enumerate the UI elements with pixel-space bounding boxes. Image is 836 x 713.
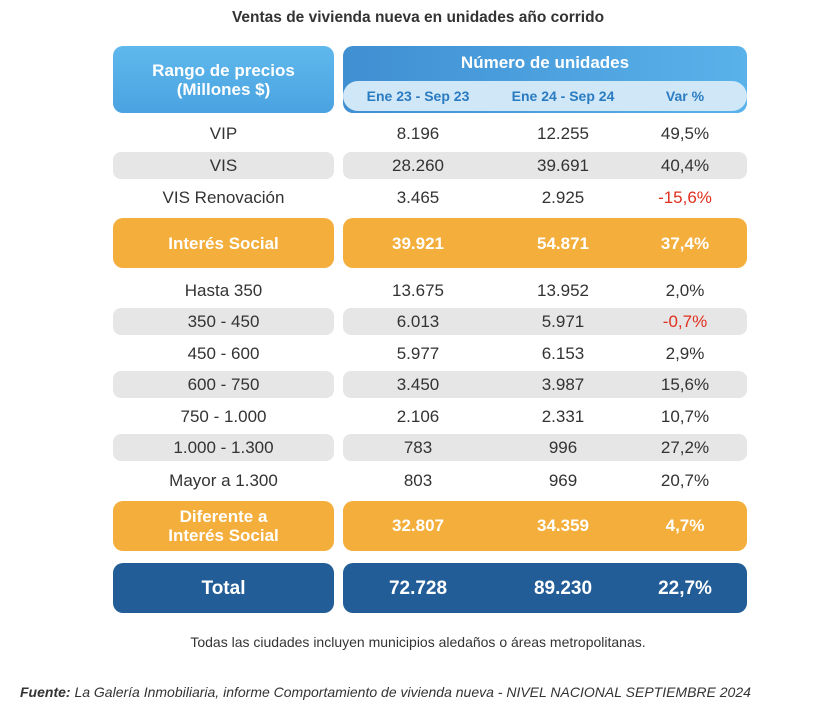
table-cell-var: 40,4% bbox=[660, 156, 710, 175]
diferente-var: 4,7% bbox=[665, 516, 705, 535]
units-header-title: Número de unidades bbox=[460, 53, 630, 72]
interes-social-var: 37,4% bbox=[660, 234, 710, 253]
price-range-header: Rango de precios (Millones $) bbox=[113, 46, 334, 113]
table-row-label: VIP bbox=[209, 124, 238, 143]
table-cell-var: 2,0% bbox=[665, 281, 705, 300]
diferente-label-line2: Interés Social bbox=[168, 526, 279, 545]
price-range-header-line1: Rango de precios bbox=[152, 60, 295, 80]
row-stripe-left bbox=[113, 152, 334, 179]
table-cell-2023: 5.977 bbox=[396, 344, 440, 363]
table-cell-var: 20,7% bbox=[660, 471, 710, 490]
table-cell-2023: 3.450 bbox=[396, 375, 440, 394]
interes-social-band-right bbox=[343, 218, 747, 268]
table-cell-2023: 13.675 bbox=[392, 281, 444, 300]
total-2024: 89.230 bbox=[533, 578, 593, 599]
table-cell-2023: 783 bbox=[403, 438, 433, 457]
footnote: Todas las ciudades incluyen municipios a… bbox=[190, 634, 646, 650]
table-cell-var: 10,7% bbox=[660, 407, 710, 426]
total-band-right bbox=[343, 563, 747, 613]
table-cell-var: 27,2% bbox=[660, 438, 710, 457]
row-stripe-left bbox=[113, 434, 334, 461]
table-cell-2024: 969 bbox=[548, 471, 578, 490]
table-cell-2024: 39.691 bbox=[537, 156, 589, 175]
table-cell-2024: 2.925 bbox=[541, 188, 585, 207]
chart-title: Ventas de vivienda nueva en unidades año… bbox=[231, 9, 605, 26]
column-header-2023: Ene 23 - Sep 23 bbox=[366, 88, 470, 104]
diferente-band-left bbox=[113, 501, 334, 551]
interes-social-2024: 54.871 bbox=[537, 234, 589, 253]
table-cell-var-negative: -15,6% bbox=[658, 188, 712, 207]
table-cell-2023: 28.260 bbox=[392, 156, 444, 175]
source-line: Fuente: La Galería Inmobiliaria, informe… bbox=[20, 684, 751, 700]
diferente-label-line1: Diferente a bbox=[179, 507, 268, 526]
table-cell-2024: 6.153 bbox=[541, 344, 585, 363]
diferente-label: Diferente a Interés Social bbox=[113, 507, 334, 545]
row-stripe-right bbox=[343, 434, 747, 461]
total-band-left bbox=[113, 563, 334, 613]
total-2023: 72.728 bbox=[388, 578, 448, 599]
interes-social-2023: 39.921 bbox=[392, 234, 444, 253]
table-cell-2023: 3.465 bbox=[396, 188, 440, 207]
table-cell-2024: 5.971 bbox=[541, 312, 585, 331]
interes-social-label: Interés Social bbox=[168, 234, 279, 253]
table-cell-2023: 8.196 bbox=[396, 124, 440, 143]
table-cell-var: 2,9% bbox=[665, 344, 705, 363]
table-cell-2024: 13.952 bbox=[537, 281, 589, 300]
table-cell-var: 15,6% bbox=[660, 375, 710, 394]
table-cell-2024: 3.987 bbox=[541, 375, 585, 394]
table-row-label: 750 - 1.000 bbox=[180, 407, 267, 426]
column-header-2024: Ene 24 - Sep 24 bbox=[511, 88, 615, 104]
row-stripe-left bbox=[113, 371, 334, 398]
row-stripe-right bbox=[343, 152, 747, 179]
table-row-label: Hasta 350 bbox=[184, 281, 263, 300]
total-label: Total bbox=[201, 578, 246, 599]
table-row-label: Mayor a 1.300 bbox=[169, 471, 278, 490]
column-header-var: Var % bbox=[665, 88, 705, 104]
table-cell-2024: 2.331 bbox=[541, 407, 585, 426]
price-range-header-line2: (Millones $) bbox=[176, 79, 271, 99]
table-cell-2023: 803 bbox=[403, 471, 433, 490]
table-cell-var: 49,5% bbox=[660, 124, 710, 143]
table-row-label: 1.000 - 1.300 bbox=[173, 438, 274, 457]
table-row-label: VIS bbox=[209, 156, 238, 175]
row-stripe-right bbox=[343, 308, 747, 335]
table-row-label: 600 - 750 bbox=[187, 375, 260, 394]
diferente-band-right bbox=[343, 501, 747, 551]
total-var: 22,7% bbox=[658, 578, 712, 599]
table-cell-var-negative: -0,7% bbox=[662, 312, 708, 331]
row-stripe-right bbox=[343, 371, 747, 398]
table-row-label: VIS Renovación bbox=[162, 188, 285, 207]
table-cell-2023: 2.106 bbox=[396, 407, 440, 426]
units-subheader bbox=[343, 81, 747, 111]
table-row-label: 450 - 600 bbox=[187, 344, 260, 363]
table-cell-2023: 6.013 bbox=[396, 312, 440, 331]
table-row-label: 350 - 450 bbox=[187, 312, 260, 331]
diferente-2024: 34.359 bbox=[537, 516, 589, 535]
table-cell-2024: 996 bbox=[548, 438, 578, 457]
diferente-2023: 32.807 bbox=[392, 516, 444, 535]
source-text: La Galería Inmobiliaria, informe Comport… bbox=[74, 684, 751, 700]
table-cell-2024: 12.255 bbox=[537, 124, 589, 143]
row-stripe-left bbox=[113, 308, 334, 335]
source-label: Fuente: bbox=[20, 684, 71, 700]
interes-social-band-left bbox=[113, 218, 334, 268]
